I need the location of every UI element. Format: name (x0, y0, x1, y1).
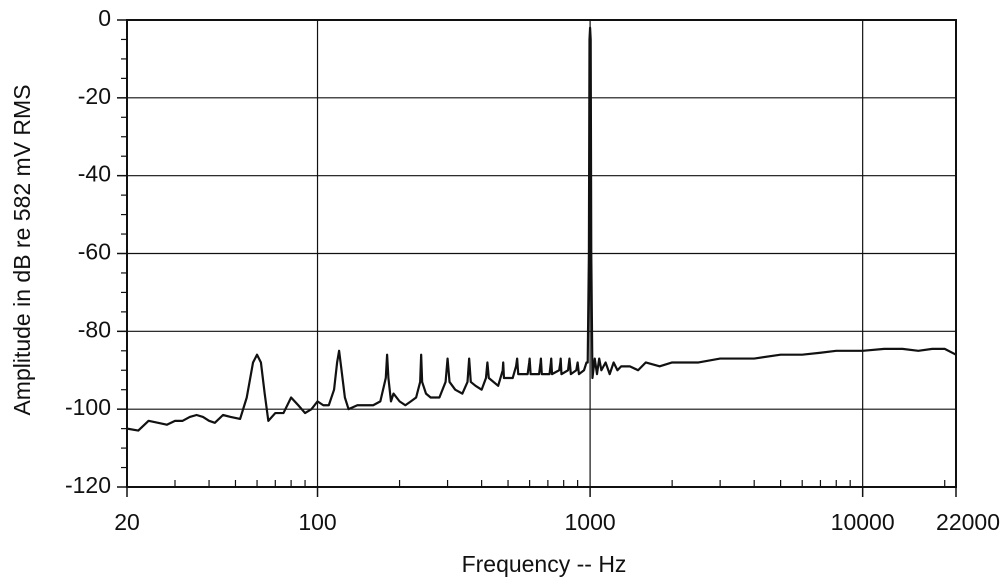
y-tick-label: -80 (78, 316, 111, 342)
x-tick-label: 20 (114, 509, 140, 535)
x-tick-label: 1000 (565, 509, 616, 535)
x-tick-label: 22000 (936, 509, 1000, 535)
y-axis-label: Amplitude in dB re 582 mV RMS (9, 84, 35, 415)
y-tick-label: -20 (78, 83, 111, 109)
x-axis-label: Frequency -- Hz (462, 551, 627, 577)
y-tick-label: -120 (65, 472, 111, 498)
y-tick-label: -100 (65, 394, 111, 420)
y-tick-label: 0 (98, 5, 111, 31)
spectrum-line (126, 26, 957, 432)
y-tick-label: -60 (78, 239, 111, 265)
x-tick-label: 10000 (831, 509, 895, 535)
y-tick-label: -40 (78, 161, 111, 187)
x-tick-label: 100 (298, 509, 336, 535)
